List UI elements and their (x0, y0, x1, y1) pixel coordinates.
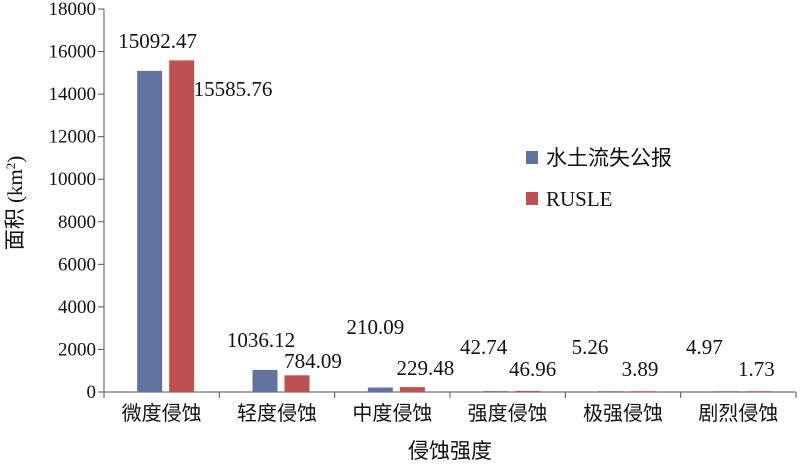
data-label-series-2: 15585.76 (194, 77, 273, 101)
bar-series-1 (367, 387, 393, 392)
y-axis: 0 2000 4000 6000 8000 10000 12000 14000 16000 180… (49, 0, 105, 403)
bar-series-1 (137, 70, 163, 392)
y-tick-label: 0 (87, 382, 97, 403)
data-label-series-2: 3.89 (622, 357, 659, 381)
x-tick-label: 强度侵蚀 (468, 402, 548, 425)
legend: 水土流失公报 RUSLE (526, 146, 672, 211)
y-tick-label: 10000 (49, 169, 97, 190)
bar-series-1 (598, 391, 624, 392)
y-tick-label: 4000 (58, 297, 96, 318)
data-label-series-2: 229.48 (396, 356, 454, 380)
y-axis-title: 面积 (km2) (3, 156, 28, 251)
bar-series-2 (630, 391, 656, 392)
data-label-series-2: 784.09 (284, 349, 342, 373)
bar-series-1 (713, 391, 739, 392)
data-label-series-1: 210.09 (346, 315, 404, 339)
x-tick-label: 微度侵蚀 (122, 402, 202, 425)
legend-swatch-series-2 (526, 192, 538, 205)
bars (137, 60, 771, 393)
y-tick-label: 2000 (58, 339, 96, 360)
data-label-series-1: 4.97 (686, 335, 723, 359)
bar-series-2 (515, 391, 541, 392)
bar-series-2 (169, 60, 195, 393)
x-tick-label: 剧烈侵蚀 (698, 402, 778, 425)
legend-label-series-2: RUSLE (546, 187, 613, 211)
x-tick-label: 极强侵蚀 (583, 402, 663, 425)
y-tick-label: 18000 (49, 0, 97, 20)
data-label-series-1: 1036.12 (227, 328, 295, 352)
y-tick-label: 14000 (49, 84, 97, 105)
legend-label-series-1: 水土流失公报 (546, 146, 672, 170)
y-tick-label: 8000 (58, 212, 96, 233)
x-tick-label: 中度侵蚀 (352, 402, 432, 425)
bar-series-1 (252, 369, 278, 392)
x-axis: 微度侵蚀 轻度侵蚀 中度侵蚀 强度侵蚀 极强侵蚀 剧烈侵蚀 (103, 391, 797, 425)
data-label-series-2: 46.96 (509, 357, 556, 381)
y-axis-title-superscript: 2 (3, 163, 18, 170)
data-label-series-1: 15092.47 (118, 29, 197, 53)
data-label-series-1: 5.26 (572, 335, 609, 359)
y-tick-label: 12000 (49, 127, 97, 148)
bar-series-1 (483, 391, 509, 392)
x-axis-title: 侵蚀强度 (408, 439, 492, 463)
bar-series-2 (399, 387, 425, 392)
y-tick-label: 6000 (58, 254, 96, 275)
y-tick-label: 16000 (49, 42, 97, 63)
legend-swatch-series-1 (526, 151, 538, 164)
x-tick-label: 轻度侵蚀 (237, 402, 317, 425)
bar-series-2 (745, 391, 771, 392)
data-label-series-1: 42.74 (460, 335, 508, 359)
bar-series-2 (284, 375, 310, 392)
data-label-series-2: 1.73 (738, 357, 775, 381)
